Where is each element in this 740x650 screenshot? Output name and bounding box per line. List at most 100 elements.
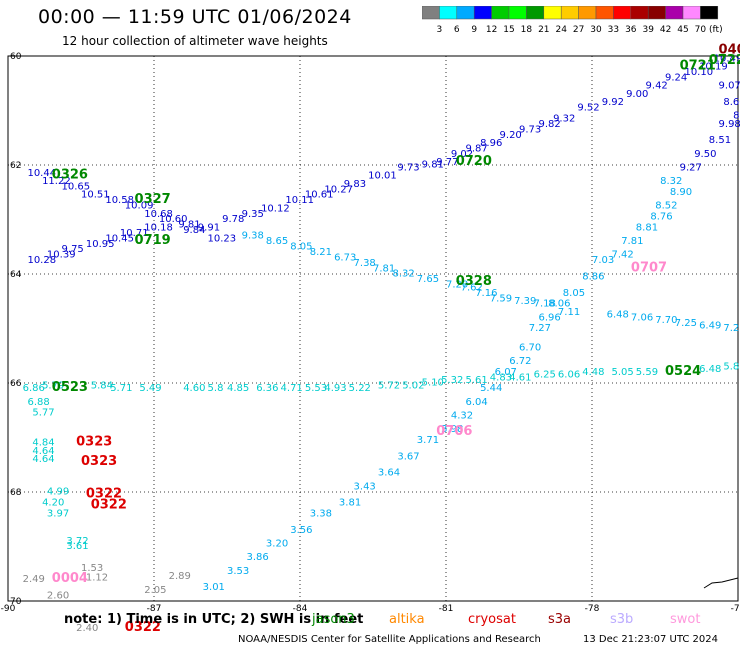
wave-height-value: 6.72 xyxy=(509,356,531,367)
satellite-s3a: s3a xyxy=(548,612,572,627)
lon-tick-label: -84 xyxy=(293,604,308,614)
colorbar-label: 42 xyxy=(660,25,671,35)
pass-time-label: 0722 xyxy=(709,53,740,68)
wave-height-value: 8.76 xyxy=(650,212,672,223)
wave-height-value: 9.00 xyxy=(626,89,648,100)
wave-height-value: 5.79 xyxy=(42,380,64,391)
wave-height-value: 10.11 xyxy=(285,195,314,206)
wave-height-value: 3.20 xyxy=(266,539,288,550)
wave-height-value: 5.72 xyxy=(378,380,400,391)
wave-height-value: 9.87 xyxy=(465,143,487,154)
colorbar-label: 36 xyxy=(625,25,637,35)
wave-height-value: 7.23 xyxy=(723,323,740,334)
wave-height-value: 1.12 xyxy=(86,572,108,583)
wave-height-value: 9.42 xyxy=(646,81,668,92)
wave-height-value: 9.24 xyxy=(665,73,687,84)
wave-height-value: 3.43 xyxy=(354,481,376,492)
wave-height-value: 4.93 xyxy=(324,383,346,394)
map-grid xyxy=(8,56,738,601)
lat-tick-label: 66 xyxy=(10,379,22,389)
wave-height-value: 6.49 xyxy=(699,321,721,332)
wave-height-value: 10.71 xyxy=(120,228,149,239)
satellite-cryosat: cryosat xyxy=(468,612,516,627)
satellite-altika: altika xyxy=(389,612,425,627)
wave-height-value: 4.71 xyxy=(281,383,303,394)
wave-height-value: 5.44 xyxy=(480,383,502,394)
wave-height-value: 8.86 xyxy=(582,271,604,282)
wave-height-value: 7.81 xyxy=(621,236,643,247)
footer-note: note: 1) Time is in UTC; 2) SWH is in fe… xyxy=(64,612,364,627)
wave-height-value: 9.98 xyxy=(719,119,740,130)
colorbar-label: 21 xyxy=(538,25,549,35)
colorbar-label: 9 xyxy=(471,25,477,35)
wave-height-value: 5.53 xyxy=(305,383,327,394)
pass-time-label: 0524 xyxy=(665,364,701,379)
color-scale-legend: 3 6 9 12 15 18 21 24 27 30 33 36 39 42 45 70 (ft) xyxy=(422,6,723,35)
wave-height-value: 3.67 xyxy=(397,451,419,462)
pass-time-label: 0403 xyxy=(719,42,740,57)
wave-height-value: 3.53 xyxy=(227,566,249,577)
pass-time-label: 0707 xyxy=(631,260,667,275)
wave-height-value: 6.06 xyxy=(558,370,580,381)
wave-height-value: 8.05 xyxy=(563,288,585,299)
wave-height-value: 8.51 xyxy=(709,135,731,146)
wave-height-value: 6.48 xyxy=(607,310,629,321)
lon-tick-label: -78 xyxy=(585,604,600,614)
pass-time-label: 0706 xyxy=(436,424,472,439)
wave-height-value: 8.81 xyxy=(636,222,658,233)
colorbar-label: 6 xyxy=(454,25,460,35)
wave-height-value: 4.20 xyxy=(42,498,64,509)
wave-height-value: 4.60 xyxy=(183,383,205,394)
wave-height-value: 7.06 xyxy=(631,312,653,323)
lon-tick-label: -90 xyxy=(1,604,16,614)
satellite-swot: swot xyxy=(670,612,701,627)
wave-height-value: 11.22 xyxy=(42,176,71,187)
wave-height-value: 9.02 xyxy=(451,149,473,160)
wave-height-value: 5.10 xyxy=(422,378,444,389)
wave-height-value: 4.48 xyxy=(582,367,604,378)
wave-height-value: 3.72 xyxy=(66,536,88,547)
wave-height-value: 4.64 xyxy=(32,446,54,457)
lat-tick-label: 64 xyxy=(10,270,22,280)
wave-height-value: 4.85 xyxy=(227,383,249,394)
wave-height-value: 5.84 xyxy=(91,380,113,391)
wave-height-value: 10.28 xyxy=(27,255,56,266)
wave-height-value: 7.20 xyxy=(446,280,468,291)
lat-tick-label: 70 xyxy=(10,597,22,607)
pass-time-label: 0322 xyxy=(86,486,122,501)
wave-height-value: 10.44 xyxy=(27,168,56,179)
wave-height-value: 6.25 xyxy=(534,370,556,381)
wave-height-value: 9.84 xyxy=(183,225,205,236)
wave-height-value: 3.86 xyxy=(246,552,268,563)
lon-tick-label: -81 xyxy=(439,604,454,614)
pass-time-label: 0322 xyxy=(125,620,161,635)
wave-height-value: 6.73 xyxy=(334,252,356,263)
wave-height-value: 7.65 xyxy=(417,274,439,285)
wave-height-value: 3.97 xyxy=(47,509,69,520)
pass-time-label: 0322 xyxy=(91,497,127,512)
pass-time-label: 0004 xyxy=(52,571,88,586)
colorbar-label: 30 xyxy=(590,25,602,35)
wave-height-value: 5.71 xyxy=(110,383,132,394)
wave-height-value: 3.01 xyxy=(203,582,225,593)
wave-height-value: 6.04 xyxy=(465,397,487,408)
wave-height-value: 5.02 xyxy=(402,380,424,391)
wave-height-value: 3.61 xyxy=(66,541,88,552)
pass-time-label: 0328 xyxy=(456,274,492,289)
wave-height-value: 10.10 xyxy=(684,67,713,78)
wave-height-tracks: 10.4411.2210.6510.5110.5810.0910.6810.60… xyxy=(23,53,740,634)
wave-height-value: 3.81 xyxy=(339,498,361,509)
colorbar-label: 33 xyxy=(608,25,619,35)
wave-height-value: 6.36 xyxy=(256,383,278,394)
colorbar-unit: (ft) xyxy=(709,25,723,35)
satellite-s3b: s3b xyxy=(610,612,634,627)
wave-height-value: 9.92 xyxy=(602,97,624,108)
wave-height-value: 3.64 xyxy=(378,468,400,479)
wave-height-value: 1.53 xyxy=(81,563,103,574)
wave-height-value: 9.81 xyxy=(422,160,444,171)
wave-height-value: 7.81 xyxy=(373,263,395,274)
pass-time-label: 0720 xyxy=(456,154,492,169)
wave-height-value: 9.20 xyxy=(500,130,522,141)
pass-time-labels: 0326 0327 0719 0720 0328 072107220403 0707 0523… xyxy=(52,42,740,635)
